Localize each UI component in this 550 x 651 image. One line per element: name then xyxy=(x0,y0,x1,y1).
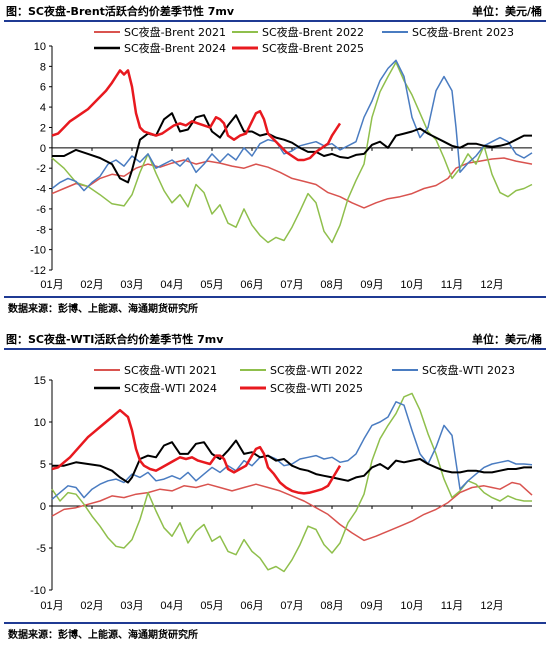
chart2-header: 图：SC夜盘-WTI活跃合约价差季节性 7mv 单位：美元/桶 xyxy=(4,328,546,350)
y-tick-label: -6 xyxy=(36,204,46,216)
y-tick-label: 6 xyxy=(40,82,46,94)
y-tick-label: 0 xyxy=(40,143,46,155)
y-tick-label: -10 xyxy=(30,245,46,257)
x-tick-label: 04月 xyxy=(160,279,183,291)
series-line-3 xyxy=(52,439,532,484)
x-tick-label: 10月 xyxy=(400,600,423,612)
chart2-plot: -10 -5 0 5 10 15 01月 02月 03月 04月 05月 06月 07月 08月 09月 10… xyxy=(30,363,533,612)
y-tick-label: 0 xyxy=(40,501,46,513)
x-tick-label: 07月 xyxy=(280,279,303,291)
chart1-plot: -12 -10 -8 -6 -4 -2 0 2 4 6 8 10 01月 02月 03月 04月 05月 06月 0… xyxy=(30,25,533,291)
x-tick-label: 12月 xyxy=(480,600,503,612)
series-line-2 xyxy=(51,59,533,192)
x-tick-label: 08月 xyxy=(320,279,343,291)
series-line-2 xyxy=(51,401,533,500)
x-tick-label: 06月 xyxy=(240,600,263,612)
x-tick-label: 05月 xyxy=(200,279,223,291)
series-line-1 xyxy=(51,61,533,244)
x-tick-label: 05月 xyxy=(200,600,223,612)
x-tick-label: 12月 xyxy=(480,279,503,291)
y-tick-label: -4 xyxy=(36,184,46,196)
legend-label: SC夜盘-Brent 2024 xyxy=(124,41,226,55)
chart2-source: 数据来源：彭博、上能源、海通期货研究所 xyxy=(8,630,198,641)
x-tick-label: 02月 xyxy=(80,600,103,612)
x-tick-label: 02月 xyxy=(80,279,103,291)
x-tick-label: 03月 xyxy=(120,279,143,291)
series-line-3 xyxy=(52,112,532,184)
series-line-4 xyxy=(51,408,342,495)
legend-label: SC夜盘-Brent 2022 xyxy=(262,25,364,39)
x-tick-label: 07月 xyxy=(280,600,303,612)
chart2-unit: 单位：美元/桶 xyxy=(471,333,542,346)
x-tick-label: 10月 xyxy=(400,279,423,291)
chart2-footer: 数据来源：彭博、上能源、海通期货研究所 xyxy=(4,622,546,641)
series-line-4 xyxy=(51,69,342,162)
legend-label: SC夜盘-WTI 2024 xyxy=(124,381,217,395)
legend-label: SC夜盘-Brent 2025 xyxy=(262,41,364,55)
series-line-0 xyxy=(51,481,533,542)
series-line-1 xyxy=(51,392,532,573)
y-tick-label: -10 xyxy=(30,585,46,597)
y-tick-label: 15 xyxy=(34,375,46,387)
legend-label: SC夜盘-WTI 2022 xyxy=(270,363,363,377)
legend-label: SC夜盘-WTI 2025 xyxy=(270,381,363,395)
legend-label: SC夜盘-WTI 2023 xyxy=(422,363,515,377)
x-tick-label: 06月 xyxy=(240,279,263,291)
y-tick-label: 2 xyxy=(40,122,46,134)
x-tick-label: 04月 xyxy=(160,600,183,612)
chart1-footer: 数据来源：彭博、上能源、海通期货研究所 xyxy=(4,296,546,315)
legend-label: SC夜盘-Brent 2021 xyxy=(124,25,226,39)
y-tick-label: 8 xyxy=(40,61,46,73)
y-tick-label: -8 xyxy=(36,224,46,236)
x-tick-label: 03月 xyxy=(120,600,143,612)
x-tick-label: 08月 xyxy=(320,600,343,612)
y-tick-label: 10 xyxy=(34,417,46,429)
legend-label: SC夜盘-WTI 2021 xyxy=(124,363,217,377)
y-tick-label: -5 xyxy=(36,543,46,555)
chart2-title: 图：SC夜盘-WTI活跃合约价差季节性 7mv xyxy=(6,333,224,346)
x-tick-label: 01月 xyxy=(40,279,63,291)
y-tick-label: -2 xyxy=(36,163,46,175)
y-tick-label: 10 xyxy=(34,41,46,53)
chart1-source: 数据来源：彭博、上能源、海通期货研究所 xyxy=(8,304,198,315)
chart1-title: 图：SC夜盘-Brent活跃合约价差季节性 7mv xyxy=(6,5,235,18)
y-tick-label: -12 xyxy=(30,265,46,277)
chart1-unit: 单位：美元/桶 xyxy=(471,5,542,18)
x-tick-label: 11月 xyxy=(441,600,463,612)
x-tick-label: 09月 xyxy=(360,279,383,291)
y-tick-label: 4 xyxy=(40,102,46,114)
x-tick-label: 11月 xyxy=(441,279,463,291)
x-tick-label: 01月 xyxy=(40,600,63,612)
x-tick-label: 09月 xyxy=(360,600,383,612)
y-tick-label: 5 xyxy=(40,459,46,471)
legend-label: SC夜盘-Brent 2023 xyxy=(412,25,514,39)
chart1-header: 图：SC夜盘-Brent活跃合约价差季节性 7mv 单位：美元/桶 xyxy=(4,0,546,22)
